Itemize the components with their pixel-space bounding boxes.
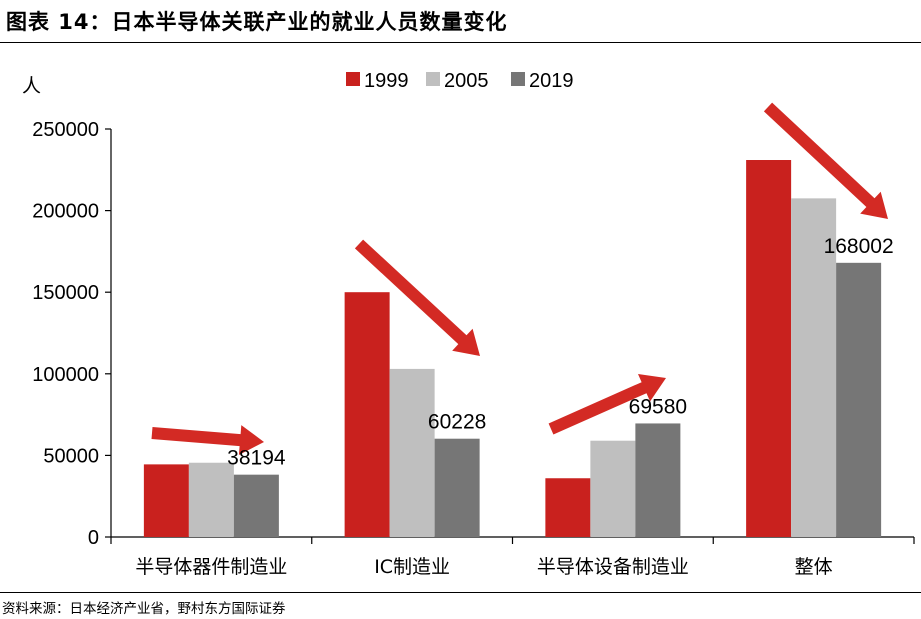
figure-header: 图表 14：日本半导体关联产业的就业人员数量变化 [0,0,921,44]
bar-2005 [791,198,837,538]
trend-up-arrow [548,374,666,435]
data-label-2019: 38194 [227,447,286,470]
y-tick-label: 0 [88,527,99,549]
trend-arrows [151,102,888,455]
title-divider [0,42,921,43]
y-tick-label: 200000 [32,201,99,223]
y-axis-unit: 人 [22,75,41,97]
x-tick-label: 整体 [795,556,833,578]
bar-2005 [188,462,234,537]
legend-swatch-2019 [511,72,525,86]
x-tick-label: 半导体器件制造业 [135,556,287,578]
bar-2005 [389,368,435,537]
y-tick-label: 250000 [32,119,99,141]
x-tick-label: 半导体设备制造业 [537,556,689,578]
legend-swatch-1999 [346,72,360,86]
trend-down-arrow [151,425,264,455]
bar-1999 [143,464,189,537]
trend-down-arrow [354,239,480,356]
bar-2019 [434,438,480,537]
data-label-2019: 69580 [629,395,687,418]
trend-down-arrow [763,102,888,219]
data-label-2019: 168002 [824,235,894,258]
source-divider [0,592,921,593]
data-labels: 38194 60228 69580 168002 [227,235,893,470]
bar-2019 [635,423,681,537]
chart-area: 0 50000 100000 150000 200000 250000 人半导体器件制造业 I… [0,44,921,592]
bar-2019 [836,262,882,537]
legend-label-1999: 1999 [364,70,409,92]
y-tick-label: 150000 [32,282,99,304]
bar-1999 [545,478,591,537]
data-label-2019: 60228 [428,411,486,434]
x-tick-label: IC制造业 [374,556,450,578]
bar-2019 [233,474,279,537]
y-tick-label: 50000 [43,445,99,467]
legend-label-2005: 2005 [444,70,489,92]
bar-1999 [746,160,792,537]
legend-label-2019: 2019 [529,70,574,92]
bar-1999 [344,292,390,537]
source-note: 资料来源：日本经济产业省，野村东方国际证券 [2,601,286,617]
figure-title: 图表 14：日本半导体关联产业的就业人员数量变化 [6,10,508,34]
legend: 1999 2005 2019 [346,70,574,92]
bars [143,160,882,538]
legend-swatch-2005 [426,72,440,86]
bar-2005 [590,440,636,537]
y-tick-label: 100000 [32,364,99,386]
